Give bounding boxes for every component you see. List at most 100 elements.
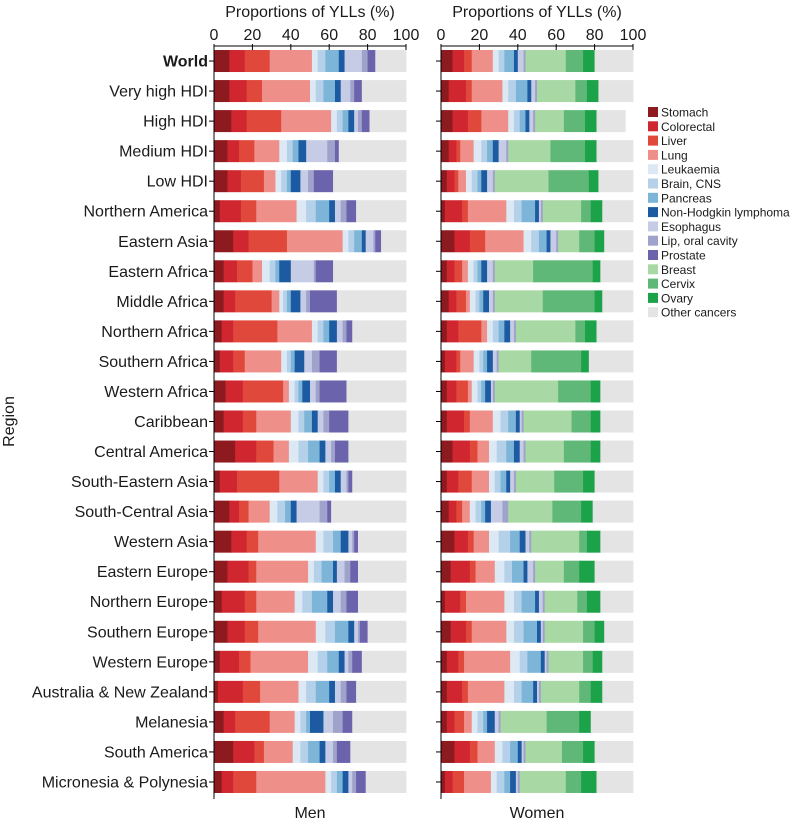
bar-women-caribbean-brain-cns: [500, 410, 509, 433]
bar-women-northern-america-lip-oral-cavity: [540, 200, 544, 223]
bar-men-eastern-africa-esophagus: [290, 260, 315, 283]
bar-men-world-colorectal: [229, 50, 246, 73]
bar-women-low-hdi-non-hodgkin-lymphoma: [481, 170, 488, 193]
bar-women-medium-hdi-other-cancers: [596, 140, 634, 163]
panel-label-men: Men: [294, 805, 325, 822]
bar-women-caribbean-breast: [523, 410, 572, 433]
bar-women-western-europe-ovary: [592, 650, 603, 673]
bar-women-western-europe-brain-cns: [519, 650, 528, 673]
bar-men-western-asia-esophagus: [348, 530, 353, 553]
bar-men-melanesia-pancreas: [306, 710, 311, 733]
bar-men-very-high-hdi-lip-oral-cavity: [350, 80, 355, 103]
bar-men-high-hdi-leukaemia: [331, 110, 338, 133]
bar-women-high-hdi-pancreas: [519, 110, 526, 133]
bar-women-south-eastern-asia-esophagus: [510, 470, 515, 493]
bar-women-northern-africa-leukaemia: [487, 320, 494, 343]
bar-men-eastern-africa-brain-cns: [269, 260, 276, 283]
bar-women-world-non-hodgkin-lymphoma: [513, 50, 519, 73]
bar-men-western-asia-liver: [246, 530, 259, 553]
bar-women-southern-europe-liver: [465, 620, 473, 643]
bar-men-eastern-asia-esophagus: [365, 230, 374, 253]
bar-men-eastern-asia-lung: [286, 230, 344, 253]
bar-women-micronesia-and-polynesia-pancreas: [504, 770, 511, 793]
bar-men-middle-africa-leukaemia: [279, 290, 284, 313]
bar-men-eastern-asia-prostate: [375, 230, 382, 253]
legend-label-colorectal: Colorectal: [661, 120, 715, 134]
bar-men-south-eastern-asia-brain-cns: [323, 470, 330, 493]
region-label-australia-and-new-zealand: Australia & New Zealand: [32, 684, 208, 701]
bar-women-australia-and-new-zealand-liver: [462, 680, 469, 703]
bar-men-southern-africa-colorectal: [219, 350, 234, 373]
bar-men-south-eastern-asia-leukaemia: [317, 470, 324, 493]
bar-men-western-africa-lung: [283, 380, 290, 403]
bar-men-southern-africa-prostate: [319, 350, 338, 373]
bar-women-medium-hdi-breast: [508, 140, 551, 163]
bar-women-australia-and-new-zealand-stomach: [441, 680, 448, 703]
legend-swatch-breast: [648, 264, 658, 275]
bar-men-northern-africa-brain-cns: [317, 320, 324, 343]
bar-men-central-america-lung: [273, 440, 290, 463]
bar-men-south-eastern-asia-stomach: [214, 470, 221, 493]
bar-women-high-hdi-lip-oral-cavity: [533, 110, 536, 133]
bar-women-western-asia-cervix: [579, 530, 588, 553]
y-axis-title: Region: [1, 396, 18, 447]
bar-men-eastern-africa-lung: [252, 260, 263, 283]
bar-women-south-america-lip-oral-cavity: [523, 740, 526, 763]
bar-men-melanesia-prostate: [342, 710, 353, 733]
region-label-northern-america: Northern America: [84, 204, 209, 221]
bar-women-eastern-africa-non-hodgkin-lymphoma: [481, 260, 488, 283]
bar-women-south-eastern-asia-cervix: [554, 470, 584, 493]
bar-women-northern-africa-pancreas: [498, 320, 505, 343]
bar-women-northern-europe-lip-oral-cavity: [542, 590, 546, 613]
bar-women-world-breast: [525, 50, 567, 73]
bar-men-middle-africa-prostate: [310, 290, 338, 313]
bar-women-northern-europe-non-hodgkin-lymphoma: [535, 590, 540, 613]
bar-men-eastern-europe-lip-oral-cavity: [344, 560, 351, 583]
bar-women-eastern-africa-leukaemia: [467, 260, 475, 283]
bar-men-eastern-europe-brain-cns: [313, 560, 322, 583]
bar-women-middle-africa-leukaemia: [469, 290, 476, 313]
bar-men-high-hdi-esophagus: [354, 110, 359, 133]
bar-men-western-asia-brain-cns: [323, 530, 334, 553]
bar-women-eastern-europe-lip-oral-cavity: [533, 560, 536, 583]
bar-women-very-high-hdi-other-cancers: [598, 80, 634, 103]
bar-women-eastern-europe-pancreas: [512, 560, 524, 583]
bar-women-south-eastern-asia-liver: [458, 470, 473, 493]
bar-men-melanesia-brain-cns: [300, 710, 307, 733]
bar-women-very-high-hdi-brain-cns: [508, 80, 517, 103]
bar-men-northern-africa-liver: [233, 320, 278, 343]
region-label-eastern-europe: Eastern Europe: [97, 564, 208, 581]
bar-women-melanesia-pancreas: [483, 710, 488, 733]
bar-men-eastern-africa-lip-oral-cavity: [313, 260, 317, 283]
bar-women-south-america-esophagus: [521, 740, 524, 763]
legend-swatch-liver: [648, 135, 658, 146]
bar-women-southern-africa-lip-oral-cavity: [496, 350, 499, 373]
bar-men-eastern-asia-lip-oral-cavity: [373, 230, 376, 253]
bar-men-world-lung: [269, 50, 313, 73]
legend-label-ovary: Ovary: [661, 291, 693, 305]
bar-women-eastern-europe-non-hodgkin-lymphoma: [523, 560, 528, 583]
bar-women-eastern-asia-breast: [558, 230, 580, 253]
bar-women-melanesia-colorectal: [446, 710, 455, 733]
bar-men-middle-africa-stomach: [214, 290, 224, 313]
bar-women-high-hdi-colorectal: [452, 110, 469, 133]
bar-women-western-europe-cervix: [583, 650, 594, 673]
legend-label-cervix: Cervix: [661, 277, 695, 291]
bar-women-medium-hdi-colorectal: [448, 140, 457, 163]
bar-women-northern-america-cervix: [581, 200, 592, 223]
tick-label: 40: [282, 27, 300, 44]
bar-men-south-eastern-asia-lung: [279, 470, 319, 493]
bar-men-northern-america-liver: [240, 200, 257, 223]
region-label-northern-africa: Northern Africa: [101, 324, 208, 341]
bar-women-australia-and-new-zealand-brain-cns: [513, 680, 523, 703]
bar-women-northern-america-brain-cns: [513, 200, 523, 223]
bar-men-medium-hdi-liver: [238, 140, 255, 163]
bar-men-northern-africa-lip-oral-cavity: [342, 320, 347, 343]
bar-men-south-eastern-asia-colorectal: [219, 470, 238, 493]
bar-men-southern-europe-brain-cns: [325, 620, 336, 643]
tick-label: 100: [620, 27, 647, 44]
bar-men-world-esophagus: [344, 50, 363, 73]
bar-men-western-europe-leukaemia: [308, 650, 319, 673]
bar-women-eastern-africa-stomach: [441, 260, 448, 283]
